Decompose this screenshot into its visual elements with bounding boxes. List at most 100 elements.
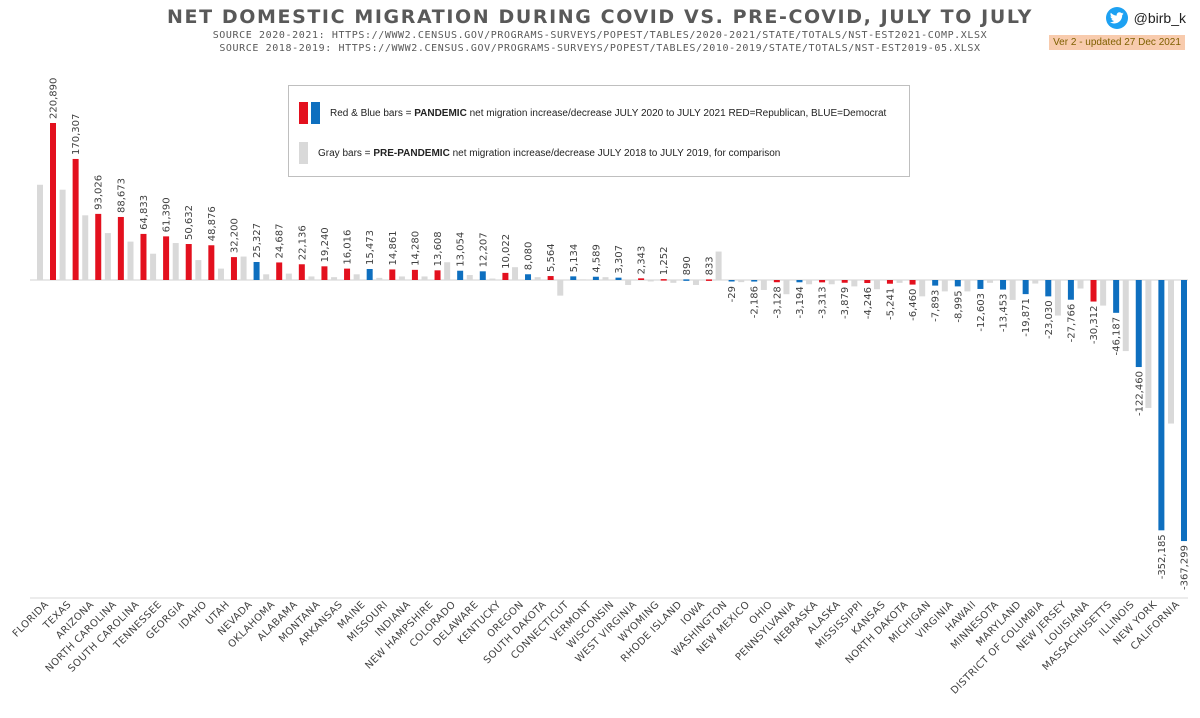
legend-row-prepandemic: Gray bars = PRE-PANDEMIC net migration i…: [289, 142, 780, 164]
bar-pandemic: [977, 280, 984, 289]
bar-prepandemic: [806, 280, 813, 285]
bar-pandemic: [638, 278, 645, 280]
bar-pandemic: [117, 216, 124, 280]
bar-pandemic: [50, 123, 56, 280]
data-label: 12,207: [478, 232, 489, 267]
data-label: 170,307: [71, 114, 82, 155]
legend-row-pandemic: Red & Blue bars = PANDEMIC net migration…: [289, 102, 886, 124]
bar-pandemic: [95, 213, 102, 280]
data-label: 48,876: [207, 206, 218, 241]
bar-prepandemic: [873, 280, 880, 290]
data-label: 1,252: [659, 246, 670, 275]
data-label: -27,766: [1066, 304, 1077, 343]
data-label: 890: [682, 256, 693, 275]
data-label: -12,603: [976, 293, 987, 332]
bar-prepandemic: [987, 280, 994, 283]
legend-text-pandemic: Red & Blue bars = PANDEMIC net migration…: [330, 107, 887, 119]
bar-pandemic: [1158, 280, 1165, 531]
data-label: 5,134: [569, 244, 580, 273]
bar-pandemic: [886, 280, 893, 284]
bar-pandemic: [366, 269, 373, 280]
bar-pandemic: [344, 268, 351, 280]
data-label: 16,016: [343, 230, 354, 265]
bar-pandemic: [932, 280, 939, 286]
data-label: -2,186: [750, 286, 761, 318]
data-label: 22,136: [297, 225, 308, 260]
data-label: 2,343: [637, 246, 648, 275]
data-label: 10,022: [501, 234, 512, 269]
data-label: 13,054: [456, 232, 467, 267]
bar-prepandemic: [104, 233, 111, 280]
data-label: -30,312: [1089, 306, 1100, 345]
data-label: 220,890: [49, 78, 60, 119]
chart-title: NET DOMESTIC MIGRATION DURING COVID VS. …: [167, 6, 1033, 28]
bar-pandemic: [1135, 280, 1142, 368]
bar-prepandemic: [670, 280, 677, 283]
bar-pandemic: [841, 280, 848, 283]
bar-prepandemic: [828, 280, 835, 285]
bar-pandemic: [547, 276, 554, 280]
data-label: 14,861: [388, 230, 399, 265]
bar-pandemic: [72, 158, 79, 280]
bar-prepandemic: [489, 278, 496, 280]
bar-pandemic: [457, 270, 464, 280]
data-label: -46,187: [1112, 317, 1123, 356]
bar-pandemic: [253, 261, 260, 280]
data-label: 19,240: [320, 227, 331, 262]
twitter-handle[interactable]: @birb_k: [1105, 7, 1186, 29]
bar-prepandemic: [59, 189, 66, 280]
bar-pandemic: [185, 244, 192, 280]
data-label: -3,128: [772, 286, 783, 318]
bar-prepandemic: [783, 280, 790, 295]
data-label: -7,893: [931, 290, 942, 322]
bar-prepandemic: [534, 277, 541, 280]
bar-pandemic: [230, 257, 237, 280]
bar-pandemic: [954, 280, 961, 287]
bar-pandemic: [1113, 280, 1120, 313]
data-label: 3,307: [614, 245, 625, 274]
data-label: -8,995: [953, 290, 964, 322]
bar-prepandemic: [896, 280, 903, 283]
data-label: -3,879: [840, 287, 851, 319]
data-label: -19,871: [1021, 298, 1032, 337]
bar-prepandemic: [647, 280, 654, 282]
legend-swatch-red: [299, 102, 308, 124]
bar-prepandemic: [466, 275, 473, 280]
bar-pandemic: [140, 233, 147, 280]
data-label: -3,313: [818, 286, 829, 318]
bar-pandemic: [615, 277, 622, 280]
bar-pandemic: [796, 280, 803, 283]
data-label: 15,473: [365, 230, 376, 265]
data-label: 13,608: [433, 231, 444, 266]
bar-prepandemic: [512, 267, 519, 280]
bar-prepandemic: [1100, 280, 1107, 306]
data-label: 8,080: [524, 242, 535, 271]
legend-box: Red & Blue bars = PANDEMIC net migration…: [288, 85, 910, 177]
data-label: -4,246: [863, 287, 874, 319]
bar-prepandemic: [851, 280, 858, 287]
legend-swatch-gray: [299, 142, 308, 164]
bar-prepandemic: [1122, 280, 1129, 352]
bar-pandemic: [751, 280, 758, 282]
bar-pandemic: [1090, 280, 1097, 302]
bar-pandemic: [683, 279, 690, 281]
bar-prepandemic: [195, 260, 202, 280]
bar-prepandemic: [625, 280, 632, 285]
bar-prepandemic: [1168, 280, 1174, 424]
bar-prepandemic: [308, 276, 315, 280]
data-label: -23,030: [1044, 300, 1055, 339]
bar-pandemic: [909, 280, 916, 285]
legend-text-prepandemic: Gray bars = PRE-PANDEMIC net migration i…: [318, 147, 781, 159]
data-label: -367,299: [1180, 545, 1191, 590]
bar-pandemic: [1022, 280, 1029, 295]
bar-pandemic: [502, 272, 509, 280]
bar-prepandemic: [444, 262, 451, 280]
bar-prepandemic: [82, 215, 89, 280]
data-label: 88,673: [116, 178, 127, 213]
data-label: 93,026: [94, 175, 105, 210]
bar-prepandemic: [217, 268, 224, 280]
bar-prepandemic: [1009, 280, 1016, 300]
bar-prepandemic: [263, 274, 270, 280]
bar-prepandemic: [738, 280, 745, 283]
